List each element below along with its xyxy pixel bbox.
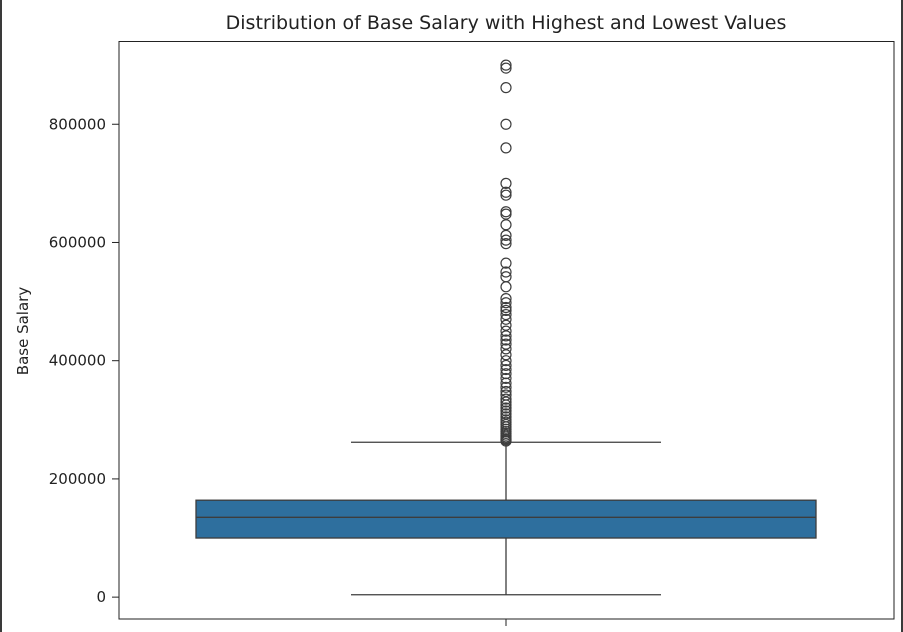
y-axis-ticks: 0 200000 400000 600000 800000 xyxy=(49,115,119,606)
outlier-point xyxy=(500,257,512,269)
interquartile-box xyxy=(195,499,817,539)
outlier-point xyxy=(500,281,512,293)
outlier-point xyxy=(500,234,512,246)
outlier-point xyxy=(500,393,512,405)
outlier-point xyxy=(500,297,512,309)
outlier-point xyxy=(500,377,512,389)
outlier-point xyxy=(500,359,512,372)
window-left-border xyxy=(0,0,2,632)
outlier-point xyxy=(500,435,512,447)
outlier-point xyxy=(500,304,512,317)
outlier-point xyxy=(500,208,512,220)
y-tick-label: 0 xyxy=(96,588,106,606)
outlier-point xyxy=(500,266,512,278)
outlier-point xyxy=(500,381,512,393)
outlier-point xyxy=(500,385,512,398)
y-axis-label: Base Salary xyxy=(14,287,32,376)
outlier-point xyxy=(500,338,512,350)
outlier-point xyxy=(500,319,512,331)
outlier-point xyxy=(500,405,512,417)
chart-title: Distribution of Base Salary with Highest… xyxy=(226,12,787,34)
outlier-point xyxy=(500,189,512,201)
outlier-point xyxy=(500,349,512,361)
outlier-point xyxy=(500,343,512,355)
outlier-point xyxy=(500,206,512,218)
outlier-point xyxy=(500,62,512,74)
outlier-point xyxy=(500,118,512,130)
outlier-point xyxy=(500,330,512,342)
y-tick-label: 800000 xyxy=(49,115,106,133)
outlier-point xyxy=(500,186,512,198)
outlier-point xyxy=(500,301,512,314)
outlier-point xyxy=(500,355,512,367)
outlier-point xyxy=(500,402,512,414)
outlier-point xyxy=(500,372,512,385)
outlier-point xyxy=(500,313,512,325)
outlier-point xyxy=(500,396,512,408)
outlier-point xyxy=(500,177,512,189)
outlier-point xyxy=(500,363,512,376)
window-right-border xyxy=(901,0,903,632)
y-tick-label: 600000 xyxy=(49,233,106,251)
y-tick-label: 400000 xyxy=(49,352,106,370)
plot-elements xyxy=(195,59,817,596)
outlier-point xyxy=(500,408,512,420)
outlier-point xyxy=(500,229,512,241)
outlier-point xyxy=(500,334,512,346)
outlier-point xyxy=(500,82,512,94)
outlier-point xyxy=(500,142,512,154)
outlier-point xyxy=(500,59,512,71)
outlier-point xyxy=(500,308,512,321)
outlier-point xyxy=(500,238,512,250)
outlier-point xyxy=(500,293,512,305)
y-tick-label: 200000 xyxy=(49,470,106,488)
outlier-point xyxy=(500,399,512,411)
outlier-point xyxy=(500,219,512,231)
outlier-point xyxy=(500,325,512,337)
